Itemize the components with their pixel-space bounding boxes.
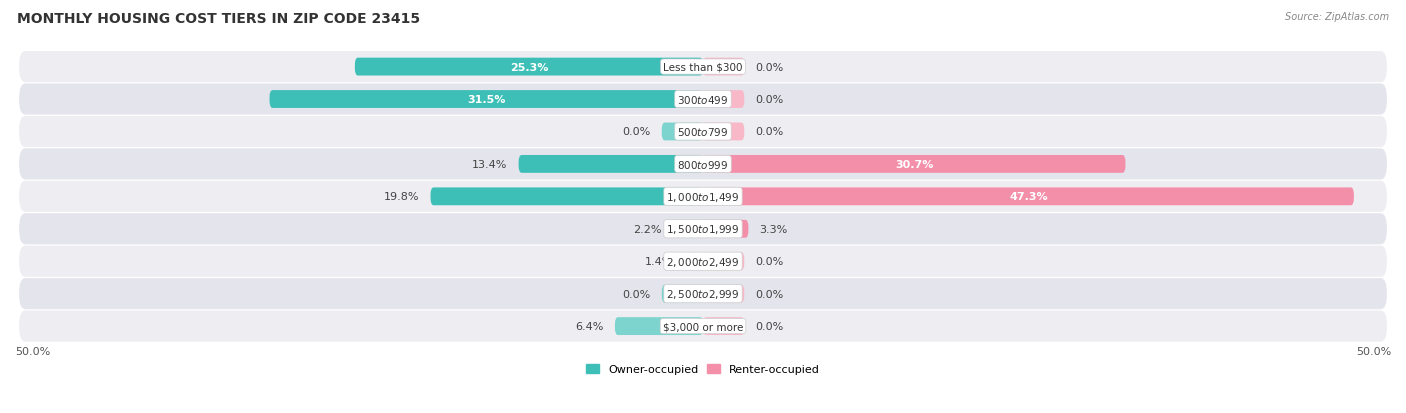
FancyBboxPatch shape xyxy=(20,116,1386,148)
FancyBboxPatch shape xyxy=(20,84,1386,115)
FancyBboxPatch shape xyxy=(430,188,703,206)
Text: $2,000 to $2,499: $2,000 to $2,499 xyxy=(666,255,740,268)
FancyBboxPatch shape xyxy=(672,220,703,238)
FancyBboxPatch shape xyxy=(703,91,744,109)
Text: 0.0%: 0.0% xyxy=(755,62,783,72)
FancyBboxPatch shape xyxy=(703,285,744,303)
FancyBboxPatch shape xyxy=(703,156,1125,173)
Text: 0.0%: 0.0% xyxy=(755,289,783,299)
Text: 0.0%: 0.0% xyxy=(623,127,651,137)
FancyBboxPatch shape xyxy=(662,285,703,303)
Text: 0.0%: 0.0% xyxy=(755,127,783,137)
Text: $1,000 to $1,499: $1,000 to $1,499 xyxy=(666,190,740,203)
Text: 30.7%: 30.7% xyxy=(896,159,934,169)
Text: 6.4%: 6.4% xyxy=(575,321,605,331)
Text: 3.3%: 3.3% xyxy=(759,224,787,234)
Text: $800 to $999: $800 to $999 xyxy=(678,159,728,171)
Text: 19.8%: 19.8% xyxy=(384,192,419,202)
FancyBboxPatch shape xyxy=(20,246,1386,277)
Text: 0.0%: 0.0% xyxy=(755,321,783,331)
Text: 50.0%: 50.0% xyxy=(1355,346,1391,356)
FancyBboxPatch shape xyxy=(683,253,703,271)
Text: 31.5%: 31.5% xyxy=(467,95,506,105)
Text: 0.0%: 0.0% xyxy=(755,95,783,105)
FancyBboxPatch shape xyxy=(20,278,1386,309)
Text: 25.3%: 25.3% xyxy=(510,62,548,72)
FancyBboxPatch shape xyxy=(703,318,744,335)
Text: 50.0%: 50.0% xyxy=(15,346,51,356)
Text: 47.3%: 47.3% xyxy=(1010,192,1047,202)
Text: 1.4%: 1.4% xyxy=(644,256,672,266)
FancyBboxPatch shape xyxy=(20,149,1386,180)
FancyBboxPatch shape xyxy=(519,156,703,173)
Legend: Owner-occupied, Renter-occupied: Owner-occupied, Renter-occupied xyxy=(581,360,825,379)
Text: $1,500 to $1,999: $1,500 to $1,999 xyxy=(666,223,740,236)
FancyBboxPatch shape xyxy=(703,59,744,76)
FancyBboxPatch shape xyxy=(614,318,703,335)
FancyBboxPatch shape xyxy=(20,214,1386,245)
FancyBboxPatch shape xyxy=(703,123,744,141)
Text: Less than $300: Less than $300 xyxy=(664,62,742,72)
Text: Source: ZipAtlas.com: Source: ZipAtlas.com xyxy=(1285,12,1389,22)
Text: $3,000 or more: $3,000 or more xyxy=(662,321,744,331)
FancyBboxPatch shape xyxy=(354,59,703,76)
Text: $300 to $499: $300 to $499 xyxy=(678,94,728,106)
Text: MONTHLY HOUSING COST TIERS IN ZIP CODE 23415: MONTHLY HOUSING COST TIERS IN ZIP CODE 2… xyxy=(17,12,420,26)
FancyBboxPatch shape xyxy=(270,91,703,109)
Text: 0.0%: 0.0% xyxy=(623,289,651,299)
FancyBboxPatch shape xyxy=(703,188,1354,206)
FancyBboxPatch shape xyxy=(20,181,1386,212)
Text: 2.2%: 2.2% xyxy=(633,224,662,234)
FancyBboxPatch shape xyxy=(20,311,1386,342)
FancyBboxPatch shape xyxy=(703,220,748,238)
Text: 13.4%: 13.4% xyxy=(472,159,508,169)
Text: $500 to $799: $500 to $799 xyxy=(678,126,728,138)
Text: 0.0%: 0.0% xyxy=(755,256,783,266)
Text: $2,500 to $2,999: $2,500 to $2,999 xyxy=(666,287,740,300)
FancyBboxPatch shape xyxy=(703,253,744,271)
FancyBboxPatch shape xyxy=(662,123,703,141)
FancyBboxPatch shape xyxy=(20,52,1386,83)
